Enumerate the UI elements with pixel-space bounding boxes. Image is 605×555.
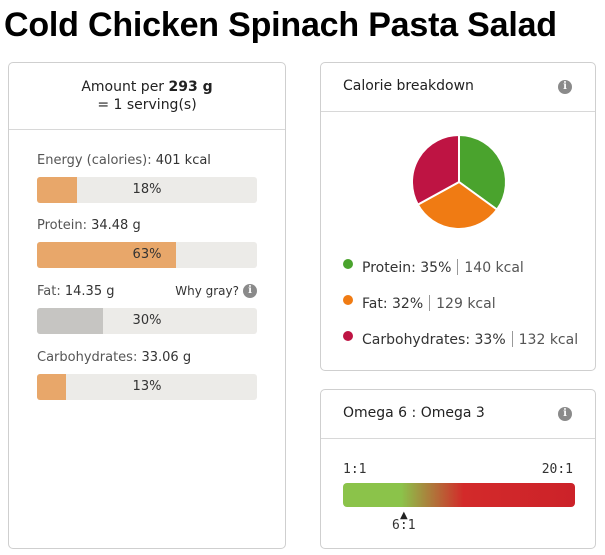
info-icon[interactable]: i <box>558 407 572 421</box>
amount-value: 293 g <box>168 79 213 95</box>
nutrient-bar: 18% <box>37 177 257 203</box>
legend-name: Protein: <box>362 260 416 276</box>
nutrient-percent: 18% <box>132 182 162 197</box>
nutrient-protein: Protein: 34.48 g 63% <box>37 218 257 268</box>
fat-dot-icon <box>343 295 353 305</box>
divider <box>511 331 513 347</box>
nutrient-percent: 13% <box>132 379 162 394</box>
carbohydrates-dot-icon <box>343 331 353 341</box>
nutrient-bar-fill <box>37 242 176 268</box>
nutrient-value: 34.48 g <box>91 218 141 233</box>
info-icon[interactable]: i <box>243 283 257 298</box>
pie-slice-protein <box>458 133 507 212</box>
legend-kcal: 129 kcal <box>436 296 496 312</box>
nutrient-bar-fill <box>37 308 103 334</box>
nutrition-card: Amount per 293 g = 1 serving(s) Energy (… <box>8 62 286 549</box>
calorie-pie-chart <box>411 133 507 230</box>
nutrient-label: Protein: <box>37 218 87 233</box>
nutrient-value: 33.06 g <box>141 350 192 365</box>
legend-name: Carbohydrates: <box>362 332 471 348</box>
legend-protein: Protein: 35% 140 kcal <box>343 259 524 276</box>
omega-min-label: 1:1 <box>343 462 367 477</box>
nutrient-value: 401 kcal <box>155 153 211 168</box>
pie-slice-fat <box>416 180 499 230</box>
omega-max-label: 20:1 <box>541 462 573 477</box>
why-gray-label[interactable]: Why gray? <box>175 284 239 298</box>
serving-header: Amount per 293 g = 1 serving(s) <box>9 63 285 130</box>
nutrient-bar: 30% <box>37 308 257 334</box>
serving-size: = 1 serving(s) <box>97 97 197 113</box>
calorie-breakdown-header: Calorie breakdown i <box>321 63 595 112</box>
legend-carbohydrates: Carbohydrates: 33% 132 kcal <box>343 331 578 348</box>
nutrient-label: Carbohydrates: <box>37 350 138 365</box>
nutrient-bar-fill <box>37 177 77 203</box>
nutrient-percent: 30% <box>132 313 162 328</box>
triangle-up-icon: ▲ <box>400 510 408 521</box>
nutrient-energy: Energy (calories): 401 kcal 18% <box>37 153 257 203</box>
omega-header: Omega 6 : Omega 3 i <box>321 390 595 439</box>
omega-title: Omega 6 : Omega 3 <box>343 405 485 421</box>
nutrient-label: Energy (calories): <box>37 153 152 168</box>
divider <box>457 259 459 275</box>
legend-kcal: 132 kcal <box>518 332 579 348</box>
legend-percent: 32% <box>392 296 424 312</box>
serving-amount: Amount per 293 g = 1 serving(s) <box>9 78 285 114</box>
omega-ratio-bar <box>343 483 575 507</box>
pie-slice-carbohydrates <box>411 133 460 207</box>
calorie-breakdown-title: Calorie breakdown <box>343 78 474 94</box>
nutrient-bar-fill <box>37 374 66 400</box>
nutrient-bar: 13% <box>37 374 257 400</box>
nutrient-fat: Fat: 14.35 g Why gray? i 30% <box>37 283 257 334</box>
legend-kcal: 140 kcal <box>464 260 524 276</box>
nutrient-percent: 63% <box>132 247 162 262</box>
info-icon[interactable]: i <box>558 80 572 94</box>
why-gray-link[interactable]: Why gray? i <box>175 283 257 299</box>
omega-value-label: 6:1 <box>392 518 416 533</box>
protein-dot-icon <box>343 259 353 269</box>
nutrient-label: Fat: <box>37 284 61 299</box>
nutrient-carbohydrates: Carbohydrates: 33.06 g 13% <box>37 350 257 400</box>
omega-ratio-card: Omega 6 : Omega 3 i 1:1 20:1 ▲ 6:1 <box>320 389 596 549</box>
legend-percent: 33% <box>474 332 506 348</box>
legend-fat: Fat: 32% 129 kcal <box>343 295 496 312</box>
amount-prefix: Amount per <box>81 79 165 95</box>
nutrient-bar: 63% <box>37 242 257 268</box>
page-title: Cold Chicken Spinach Pasta Salad <box>4 6 557 44</box>
nutrient-value: 14.35 g <box>64 284 115 299</box>
legend-name: Fat: <box>362 296 388 312</box>
divider <box>429 295 431 311</box>
calorie-breakdown-card: Calorie breakdown i Protein: 35% 140 kcal… <box>320 62 596 371</box>
legend-percent: 35% <box>420 260 452 276</box>
